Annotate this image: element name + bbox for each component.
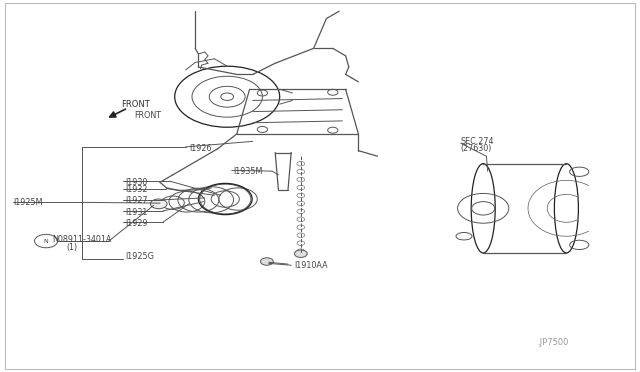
Text: FRONT: FRONT [122,100,150,109]
Circle shape [294,250,307,257]
Circle shape [150,199,167,209]
Circle shape [297,233,305,237]
Text: .JP7500: .JP7500 [538,338,569,347]
Text: FRONT: FRONT [134,111,161,120]
Text: I1925G: I1925G [125,252,154,261]
Circle shape [297,241,305,246]
Text: I1910AA: I1910AA [294,262,328,270]
Text: I1926: I1926 [189,144,211,153]
Text: N: N [44,238,49,244]
Text: I1935M: I1935M [234,167,263,176]
Circle shape [297,161,305,166]
Circle shape [297,249,305,253]
Text: (27630): (27630) [461,144,492,153]
Circle shape [297,177,305,182]
Text: I1925M: I1925M [13,198,42,207]
Text: I1932: I1932 [125,185,147,194]
Circle shape [297,185,305,190]
Circle shape [297,201,305,206]
Text: I1930: I1930 [125,178,147,187]
Text: SEC.274: SEC.274 [461,137,494,146]
Text: I1927: I1927 [125,196,147,205]
Circle shape [260,258,273,265]
Circle shape [297,169,305,174]
Text: N08911-3401A: N08911-3401A [52,235,112,244]
Circle shape [297,225,305,230]
Text: I1931: I1931 [125,208,147,217]
Circle shape [297,209,305,214]
Circle shape [297,217,305,222]
Text: (1): (1) [66,243,77,252]
Text: I1929: I1929 [125,219,147,228]
Circle shape [297,193,305,198]
